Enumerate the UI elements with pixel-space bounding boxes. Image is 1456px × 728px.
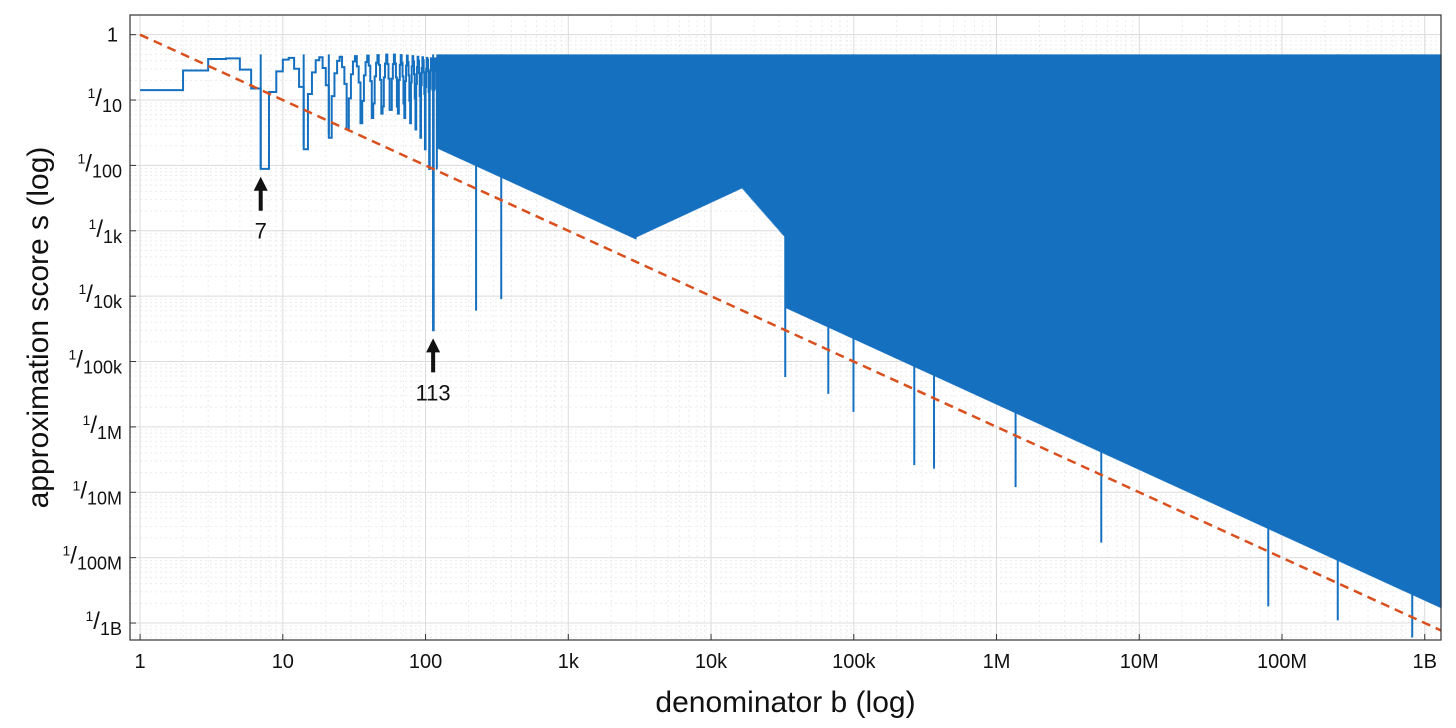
y-tick-label: 1/10M: [73, 477, 122, 508]
x-tick-label: 100: [409, 651, 442, 673]
y-tick-fraction: 1/1k: [89, 216, 123, 247]
y-tick-fraction: 1/1M: [83, 412, 122, 443]
y-tick-fraction: 1/10M: [73, 477, 122, 508]
annotation-label: 7: [255, 219, 267, 244]
y-tick-label: 1/1k: [89, 216, 123, 247]
y-tick-fraction: 1/100M: [63, 543, 123, 574]
annotation-arrow-head: [253, 176, 268, 191]
y-tick-fraction: 1/100k: [68, 347, 123, 378]
x-tick-label: 1B: [1413, 651, 1437, 673]
x-tick-label: 100k: [832, 651, 876, 673]
y-tick-label: 1/10: [88, 85, 123, 116]
y-tick-label: 1: [107, 25, 118, 47]
y-tick-fraction: 1/100: [77, 150, 122, 181]
y-tick-label: 1/100M: [63, 543, 123, 574]
x-tick-label: 10: [272, 651, 294, 673]
annotation-arrow-head: [426, 338, 441, 353]
y-tick-fraction: 1/1B: [86, 608, 123, 639]
x-axis-ticks: 1 10 100 1k 10k 100k 1M 10M 100M 1B: [135, 634, 1437, 673]
series-reference-line: [139, 33, 1442, 632]
y-axis-ticks: 1 1/10 1/100 1/1k 1/10k 1/100k 1/1M 1/10M 1/100M…: [63, 25, 136, 639]
x-tick-label: 1: [135, 651, 146, 673]
y-tick-label: 1/1B: [86, 608, 123, 639]
y-axis-title: approximation score s (log): [22, 147, 55, 509]
y-tick-fraction: 1/10k: [79, 281, 123, 312]
annotations: 7 113: [253, 176, 451, 405]
reference-line: [139, 33, 1442, 632]
plot-frame: [129, 14, 1442, 641]
x-tick-label: 1k: [558, 651, 580, 673]
y-tick-fraction: 1/10: [88, 85, 123, 116]
series-dense-region: [436, 54, 1442, 609]
x-axis-title: denominator b (log): [655, 686, 915, 719]
y-tick-label: 1/100k: [68, 347, 123, 378]
x-tick-label: 10M: [1120, 651, 1159, 673]
y-tick-label: 1/100: [77, 150, 122, 181]
annotation-label: 113: [416, 380, 451, 405]
y-tick-label: 1/1M: [83, 412, 122, 443]
x-tick-label: 1M: [983, 651, 1011, 673]
y-tick-label: 1/10k: [79, 281, 123, 312]
x-tick-label: 100M: [1257, 651, 1307, 673]
x-tick-label: 10k: [695, 651, 728, 673]
